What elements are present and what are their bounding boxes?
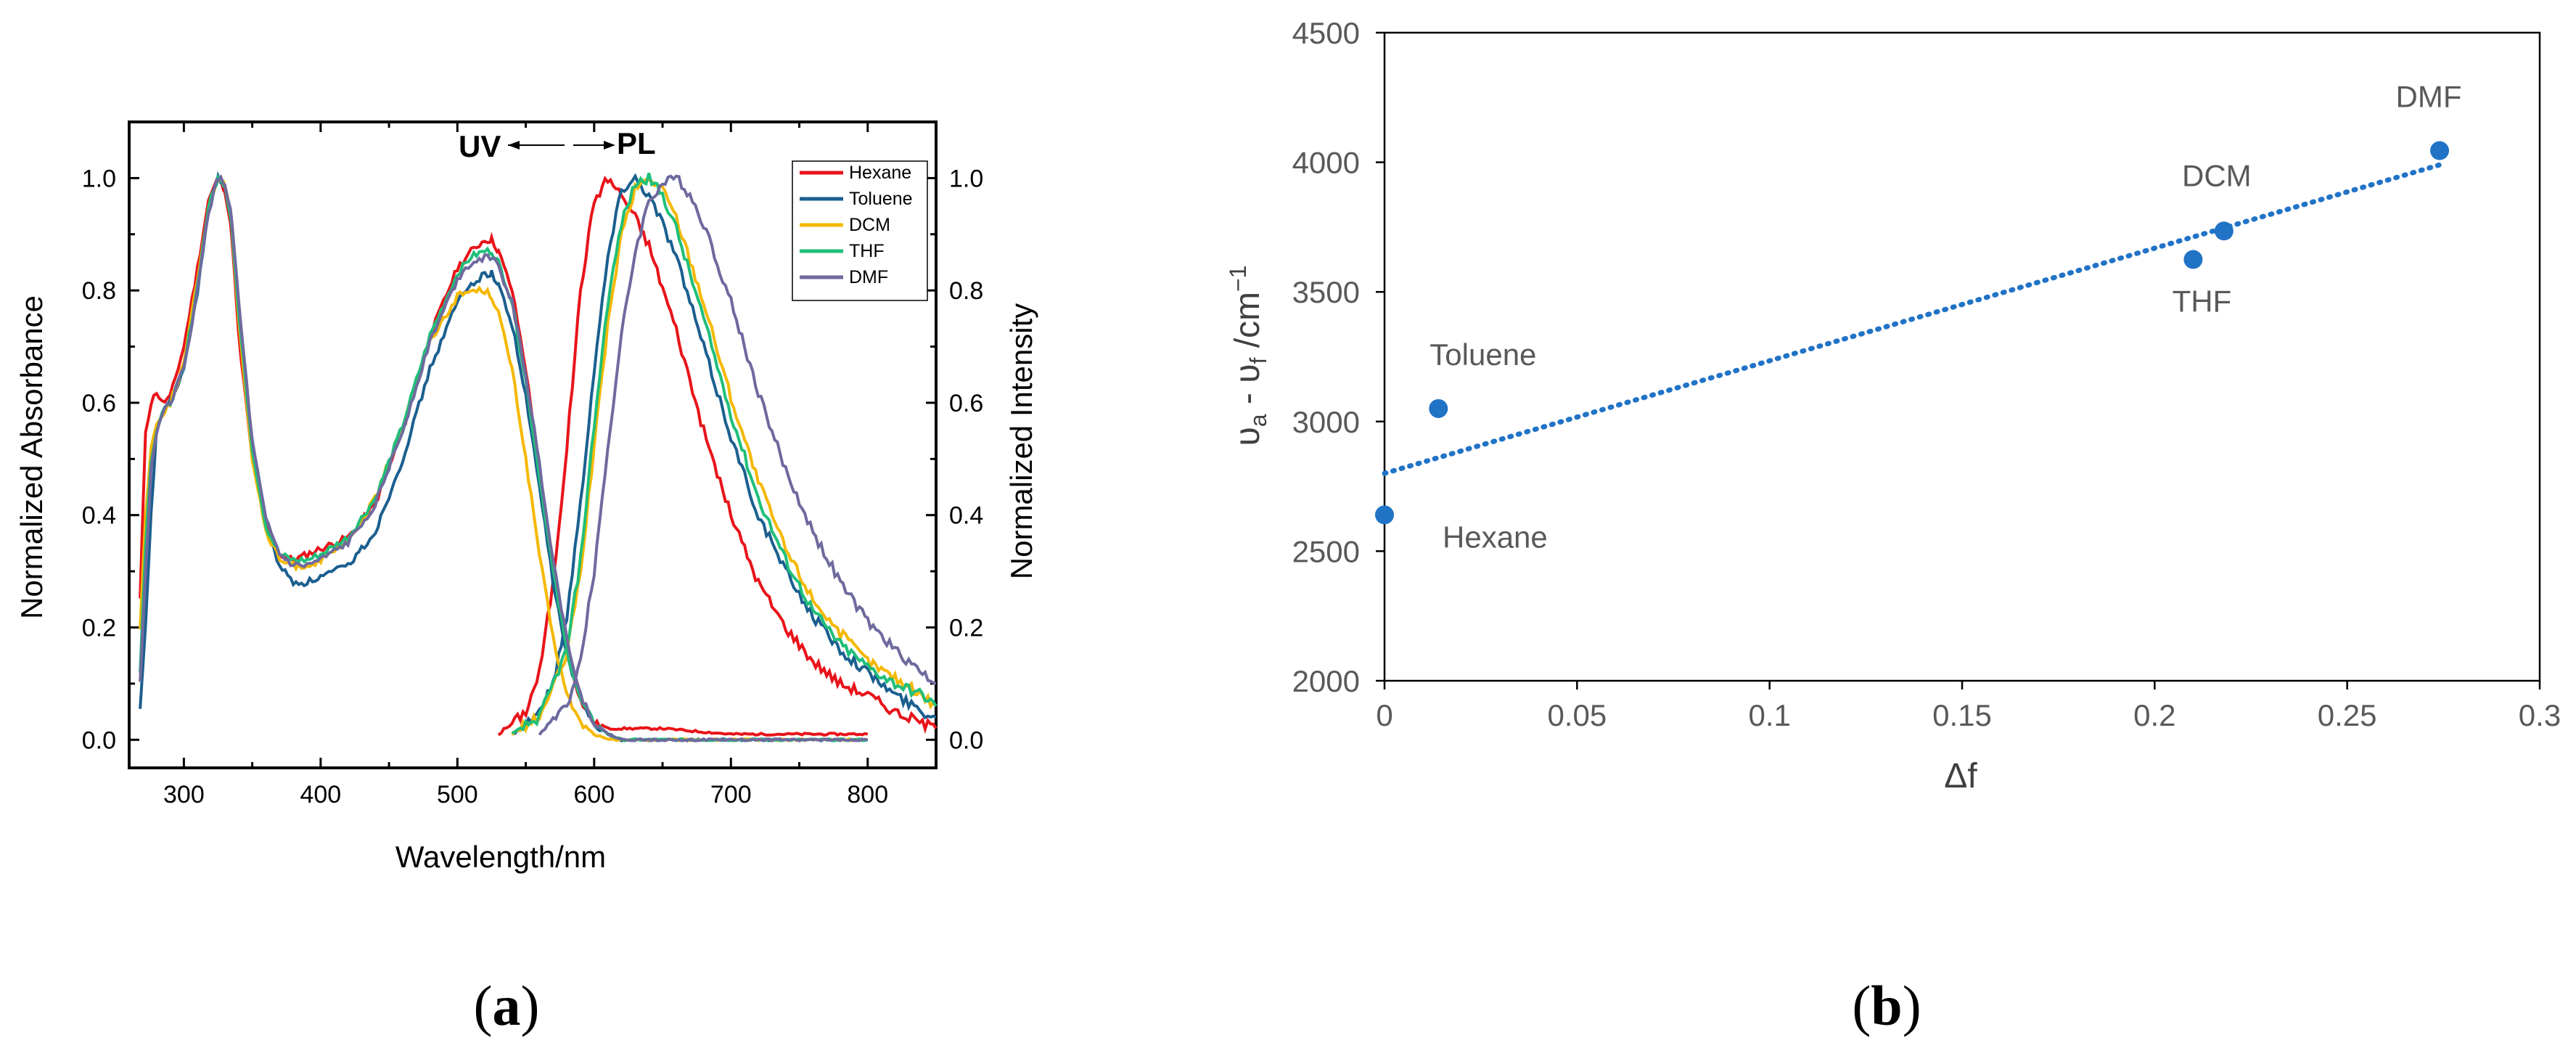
point-hexane (1375, 505, 1394, 525)
pl-annotation: PL (617, 126, 656, 160)
uv-annotation: UV (459, 129, 501, 163)
y-tick-label: 2000 (1292, 664, 1360, 698)
panel-b-y-axis-title: υa - υf /cm−1 (1225, 266, 1271, 446)
absorbance-line-toluene (139, 171, 869, 743)
x-tick-label: 0.1 (1748, 698, 1790, 732)
right-y-tick-label: 1.0 (949, 165, 983, 192)
x-tick-label: 800 (847, 781, 888, 809)
x-tick-label: 600 (573, 781, 615, 809)
y-title-dash: - υ (1228, 364, 1267, 414)
x-tick-label: 300 (163, 781, 205, 809)
x-tick-label: 0.3 (2519, 698, 2561, 732)
panel-a-uv-pl-annotation: UV PL (459, 126, 656, 163)
right-y-tick-label: 0.6 (949, 390, 983, 417)
panel-b-trendline (1382, 162, 2442, 476)
y-tick-label: 4000 (1292, 146, 1360, 180)
x-tick-label: 400 (300, 781, 341, 809)
absorbance-line-dmf (139, 173, 869, 742)
x-tick-label: 700 (710, 781, 752, 809)
legend-label-dmf: DMF (849, 267, 888, 287)
pl-arrowhead (604, 141, 615, 150)
absorbance-line-hexane (139, 177, 869, 737)
y-title-upsilon-a: υ (1228, 427, 1267, 446)
emission-line-thf (511, 173, 938, 735)
left-y-tick-label: 0.4 (82, 502, 116, 530)
y-tick-label: 3000 (1292, 405, 1360, 439)
y-tick-label: 3500 (1292, 275, 1360, 309)
y-title-unit: /cm (1228, 292, 1267, 358)
y-tick-label: 4500 (1292, 16, 1360, 50)
left-y-tick-label: 0.8 (82, 277, 116, 305)
panel-a-curves (139, 171, 938, 743)
legend-label-thf: THF (849, 241, 885, 261)
left-y-tick-label: 0.2 (82, 615, 116, 642)
point-label-dmf: DMF (2396, 80, 2462, 114)
x-tick-label: 0.05 (1547, 698, 1607, 732)
emission-line-dmf (538, 174, 937, 736)
y-title-sub-f: f (1245, 358, 1271, 364)
point-dcm (2214, 221, 2234, 241)
panel-b-points: Hexane Toluene THF DCM DMF (1375, 80, 2462, 554)
panel-b-x-axis-title: Δf (1944, 757, 1977, 795)
panel-a-plot-frame (128, 120, 938, 769)
left-y-tick-label: 1.0 (82, 165, 116, 192)
panel-a-axes: 300 400 500 600 700 800 0.0 0.0 0.2 0.2 0.4 0.4 0.6 0… (82, 120, 983, 809)
emission-line-toluene (512, 173, 937, 735)
panel-label-a: (a) (474, 974, 540, 1037)
panel-a-chart: Wavelength/nm Normalized Absorbance Norm… (15, 120, 1038, 874)
y-title-sub-a: a (1245, 414, 1271, 427)
x-tick-label: 0.15 (1932, 698, 1992, 732)
panel-b-plot-frame (1383, 31, 2541, 682)
x-tick-label: 0 (1376, 698, 1392, 732)
y-title-sup: −1 (1225, 266, 1251, 292)
legend-label-dcm: DCM (849, 215, 890, 235)
emission-line-dcm (511, 178, 938, 736)
panel-a-right-axis-title: Normalized Intensity (1004, 303, 1038, 579)
trendline-dotted (1382, 162, 2442, 476)
y-tick-label: 2500 (1292, 534, 1360, 568)
right-y-tick-label: 0.8 (949, 277, 983, 305)
right-y-tick-label: 0.4 (949, 502, 983, 530)
point-label-dcm: DCM (2182, 158, 2252, 192)
point-label-thf: THF (2173, 285, 2232, 319)
left-y-tick-label: 0.6 (82, 390, 116, 417)
point-label-toluene: Toluene (1429, 337, 1536, 372)
legend-label-toluene: Toluene (849, 189, 913, 209)
legend-label-hexane: Hexane (849, 163, 911, 183)
point-dmf (2430, 141, 2450, 160)
panel-b-chart: 0 0.05 0.1 0.15 0.2 0.25 0.3 2000 2500 3000 3500 40… (1225, 16, 2561, 795)
panel-b-axes: 0 0.05 0.1 0.15 0.2 0.25 0.3 2000 2500 3000 3500 40… (1292, 16, 2561, 732)
x-tick-label: 500 (437, 781, 478, 809)
panel-a-x-axis-title: Wavelength/nm (395, 840, 606, 874)
panel-a-left-axis-title: Normalized Absorbance (15, 295, 49, 619)
uv-arrowhead (508, 141, 520, 150)
panel-label-b: (b) (1852, 974, 1921, 1037)
left-y-tick-label: 0.0 (82, 726, 116, 754)
panel-label-a-letter: a (493, 974, 521, 1037)
right-y-tick-label: 0.2 (949, 615, 983, 642)
point-label-hexane: Hexane (1443, 520, 1548, 554)
panel-label-b-letter: b (1871, 974, 1902, 1037)
right-y-tick-label: 0.0 (949, 726, 983, 754)
emission-line-hexane (497, 176, 938, 737)
x-tick-label: 0.2 (2133, 698, 2175, 732)
x-tick-label: 0.25 (2318, 698, 2377, 732)
point-thf (2183, 250, 2203, 269)
panel-a-legend: Hexane Toluene DCM THF DMF (792, 160, 928, 301)
point-toluene (1429, 398, 1448, 418)
